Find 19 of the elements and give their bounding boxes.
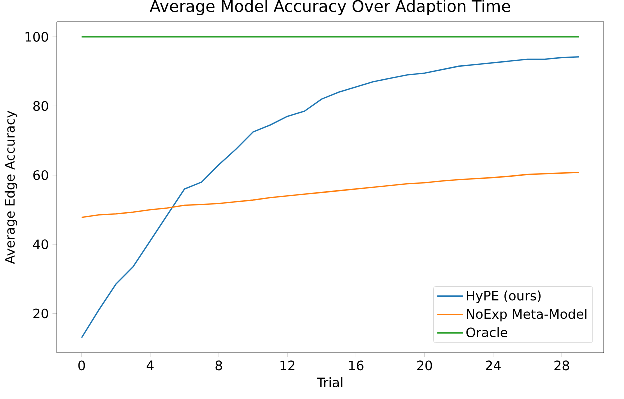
- x-tick-label: 24: [486, 360, 501, 370]
- y-tick-label: 40: [33, 240, 48, 250]
- y-axis-title: Average Edge Accuracy: [4, 111, 18, 264]
- legend-label: HyPE (ours): [467, 290, 541, 304]
- chart-title: Average Model Accuracy Over Adaption Time: [150, 0, 510, 16]
- y-tick-label: 100: [26, 32, 48, 42]
- x-tick-label: 20: [417, 360, 432, 371]
- x-axis-title: Trial: [317, 377, 343, 388]
- x-tick-label: 16: [349, 360, 364, 371]
- legend-label: NoExp Meta-Model: [467, 309, 587, 322]
- y-tick-label: 80: [34, 101, 48, 112]
- x-tick-label: 0: [78, 360, 86, 371]
- legend-label: Oracle: [466, 327, 508, 338]
- x-tick-label: 4: [146, 360, 154, 370]
- x-tick-label: 8: [216, 360, 222, 371]
- y-tick-label: 20: [34, 308, 48, 319]
- x-tick-label: 12: [280, 360, 295, 370]
- x-tick-label: 28: [554, 360, 570, 371]
- y-tick-label: 60: [34, 170, 48, 180]
